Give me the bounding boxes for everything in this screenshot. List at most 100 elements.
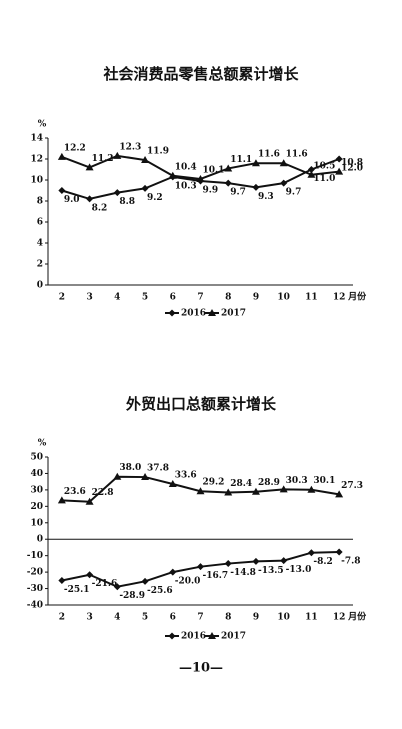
value-label: -28.9: [119, 591, 145, 601]
value-label: 9.7: [230, 188, 246, 198]
value-label: 8.8: [119, 197, 135, 207]
y-tick-label: -40: [27, 601, 43, 611]
diamond-marker: [58, 576, 66, 584]
value-label: 10.8: [341, 158, 363, 168]
y-tick-label: 10: [30, 518, 43, 528]
value-label: 38.0: [119, 463, 141, 473]
value-label: 11.0: [313, 174, 335, 184]
y-tick-label: 40: [30, 469, 43, 479]
x-tick-label: 11: [305, 293, 318, 303]
value-label: -20.0: [175, 577, 201, 587]
diamond-marker: [86, 571, 94, 579]
diamond-marker: [307, 166, 315, 173]
triangle-marker: [196, 174, 205, 182]
x-tick-label: 2: [59, 293, 65, 303]
triangle-marker: [279, 485, 288, 493]
value-label: 11.9: [147, 147, 169, 157]
value-label: 28.4: [230, 479, 252, 489]
x-tick-label: 12: [333, 293, 346, 303]
y-axis-label: %: [38, 120, 47, 130]
diamond-marker: [168, 309, 176, 317]
triangle-marker: [307, 170, 316, 178]
x-tick-label: 7: [197, 613, 203, 623]
diamond-marker: [168, 632, 176, 640]
value-label: -25.6: [147, 586, 173, 596]
value-label: -13.5: [258, 566, 284, 576]
diamond-marker: [141, 184, 149, 192]
value-label: 12.3: [119, 142, 141, 152]
y-tick-label: 50: [30, 453, 43, 463]
value-label: 29.2: [203, 478, 225, 488]
value-label: 33.6: [175, 470, 197, 480]
value-label: -7.8: [341, 557, 360, 567]
triangle-marker: [208, 309, 216, 316]
triangle-marker: [85, 497, 94, 505]
diamond-marker: [224, 179, 232, 187]
triangle-marker: [57, 152, 66, 160]
triangle-marker: [168, 171, 177, 179]
triangle-marker: [141, 473, 150, 481]
value-label: -13.0: [286, 565, 312, 575]
value-label: 22.8: [92, 488, 114, 498]
x-tick-label: 7: [197, 293, 203, 303]
y-tick-label: 2: [37, 260, 43, 270]
value-label: 10.5: [313, 161, 335, 171]
diamond-marker: [335, 548, 343, 556]
legend-label: 2017: [221, 632, 246, 642]
triangle-marker: [57, 496, 66, 504]
diamond-marker: [86, 195, 94, 203]
y-tick-label: -30: [27, 584, 43, 594]
y-tick-label: 0: [37, 281, 43, 291]
diamond-marker: [113, 189, 121, 197]
diamond-marker: [141, 577, 149, 585]
value-label: 37.8: [147, 464, 169, 474]
chart-title: 社会消费品零售总额累计增长: [102, 65, 299, 83]
y-tick-label: 10: [30, 176, 43, 186]
value-label: -14.8: [230, 568, 256, 578]
triangle-marker: [113, 151, 122, 159]
y-tick-label: 12: [30, 155, 43, 165]
triangle-marker: [224, 164, 233, 172]
value-label: 9.7: [286, 188, 302, 198]
legend-label: 2016: [181, 632, 206, 642]
x-tick-label: 3: [86, 293, 92, 303]
y-tick-label: 20: [30, 502, 43, 512]
diamond-marker: [307, 549, 315, 557]
triangle-marker: [335, 167, 344, 175]
value-label: 9.2: [147, 193, 163, 203]
x-axis-label: 月份: [347, 291, 367, 303]
x-tick-label: 12: [333, 613, 346, 623]
y-tick-label: 4: [37, 239, 43, 249]
y-tick-label: 0: [37, 535, 43, 545]
x-tick-label: 5: [142, 613, 148, 623]
triangle-marker: [224, 488, 233, 496]
y-tick-label: 14: [30, 134, 43, 144]
value-label: -8.2: [313, 557, 332, 567]
x-tick-label: 8: [225, 293, 231, 303]
value-label: 10.3: [175, 181, 197, 191]
value-label: 12.2: [64, 143, 86, 153]
value-label: 8.2: [92, 203, 108, 213]
value-label: 9.3: [258, 192, 274, 202]
x-tick-label: 2: [59, 613, 65, 623]
x-tick-label: 4: [114, 293, 120, 303]
value-label: -25.1: [64, 585, 90, 595]
y-axis-label: %: [38, 439, 47, 449]
diamond-marker: [169, 568, 177, 576]
value-label: -16.7: [203, 571, 229, 581]
diamond-marker: [58, 187, 66, 194]
triangle-marker: [251, 487, 260, 495]
value-label: 10.4: [175, 162, 197, 172]
x-tick-label: 9: [253, 293, 259, 303]
y-tick-label: 8: [37, 197, 43, 207]
value-label: 9.9: [203, 186, 219, 196]
value-label: 10.1: [203, 165, 225, 175]
page-number: —10—: [179, 661, 223, 676]
legend-label: 2017: [221, 309, 246, 319]
x-tick-label: 9: [253, 613, 259, 623]
diamond-marker: [280, 179, 288, 187]
x-tick-label: 6: [170, 293, 176, 303]
triangle-marker: [307, 485, 316, 493]
x-tick-label: 6: [170, 613, 176, 623]
